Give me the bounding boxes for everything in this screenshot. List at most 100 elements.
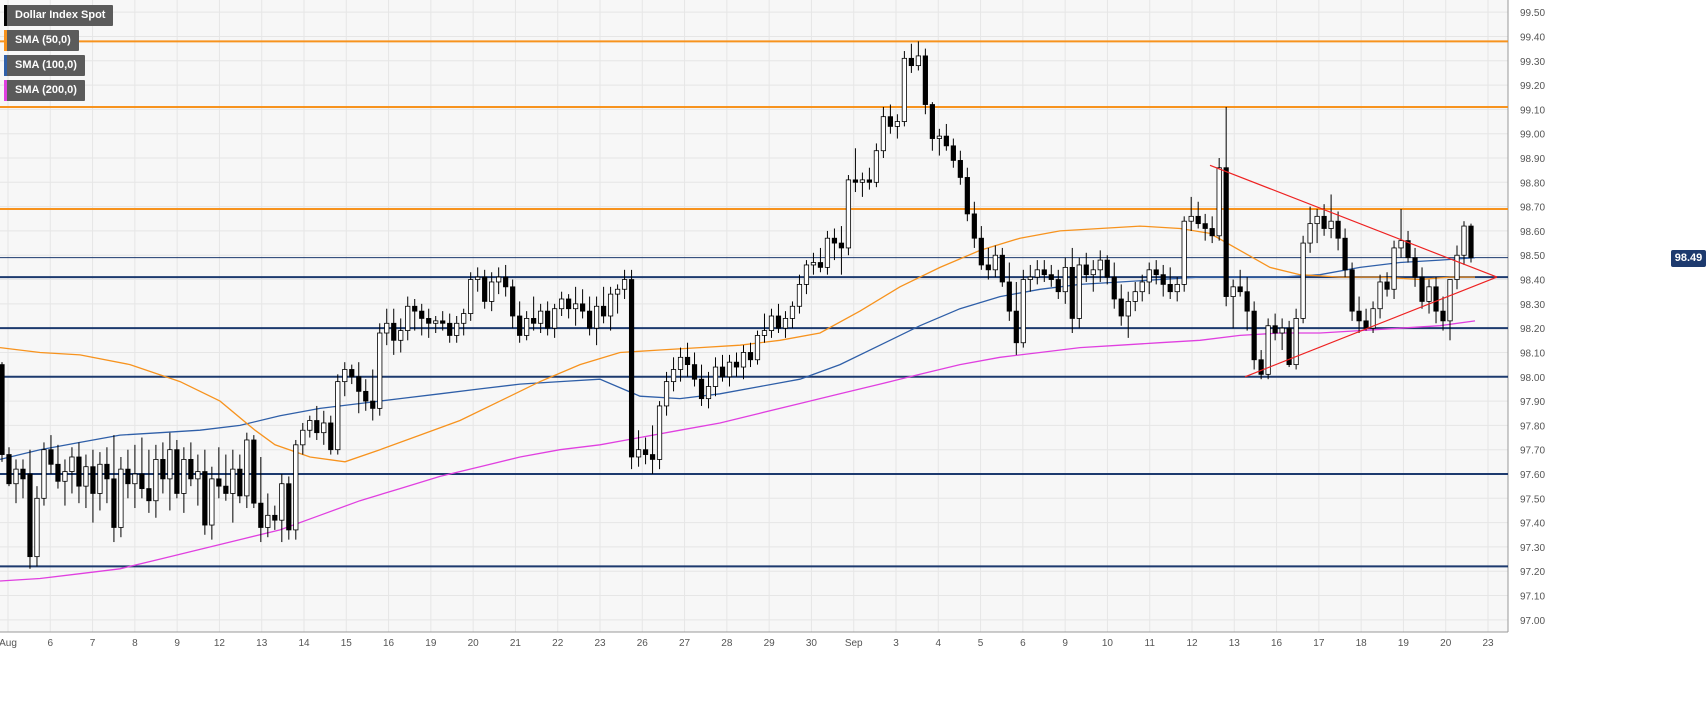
x-tick-label: 12 [214, 638, 226, 649]
candle-body-up [468, 279, 474, 314]
candle [447, 313, 453, 343]
candle [810, 252, 817, 275]
candle-body-down [1342, 237, 1348, 271]
candle [593, 296, 600, 346]
candle [412, 298, 418, 331]
candle [1055, 269, 1061, 299]
candle-body-down [684, 356, 691, 366]
candle-body-up [1230, 286, 1236, 297]
y-tick-label: 98.10 [1520, 348, 1545, 359]
candle-body-down [649, 454, 656, 460]
candle-body-down [929, 104, 935, 139]
y-tick-label: 97.10 [1520, 592, 1545, 603]
candle [265, 493, 271, 538]
candle [139, 437, 145, 499]
candle-body-up [405, 305, 411, 331]
candle [656, 401, 663, 470]
candle-body-down [1335, 220, 1341, 239]
candle-body-up [265, 514, 271, 528]
candle [76, 442, 82, 504]
candle-body-down [719, 366, 726, 378]
y-tick-label: 98.00 [1520, 373, 1545, 384]
candle [1209, 216, 1215, 244]
candle [768, 308, 775, 338]
candle-body-down [419, 310, 425, 319]
candle-body-up [41, 449, 47, 499]
candle [1097, 250, 1103, 282]
candle-body-up [62, 471, 68, 482]
candle [41, 442, 47, 506]
candle-body-down [775, 315, 782, 329]
candle [1006, 262, 1012, 321]
candle [1279, 318, 1285, 351]
candle-body-up [712, 366, 719, 387]
candle-body-up [573, 303, 579, 310]
candle [48, 435, 54, 474]
candle [426, 308, 432, 338]
candle-body-up [873, 150, 880, 183]
legend-item-sma100[interactable]: SMA (100,0) [4, 55, 85, 76]
candle [489, 272, 495, 312]
candle-body-up [810, 262, 817, 266]
candle-body-down [1412, 257, 1418, 278]
candle [1090, 260, 1096, 292]
candle [1265, 318, 1271, 380]
y-tick-label: 99.20 [1520, 81, 1545, 92]
candle [691, 352, 698, 387]
candle-body-down [698, 378, 705, 400]
y-tick-label: 97.60 [1520, 470, 1545, 481]
candle-body-down [985, 264, 991, 271]
candle-body-down [1209, 228, 1215, 237]
candle-body-up [384, 322, 390, 334]
candle [1167, 267, 1173, 299]
candle-body-down [747, 352, 754, 361]
candle [1244, 277, 1250, 331]
candle-body-down [412, 305, 418, 312]
candle [817, 247, 824, 273]
legend-item-sma50[interactable]: SMA (50,0) [4, 30, 79, 51]
x-tick-label: 7 [90, 638, 96, 649]
candle-body-down [1433, 286, 1439, 312]
candle [97, 452, 103, 511]
x-tick-label: 9 [1062, 638, 1068, 649]
candle [1251, 301, 1257, 370]
candle-body-up [593, 305, 600, 329]
candle-body-down [866, 179, 873, 183]
y-tick-label: 98.20 [1520, 324, 1545, 335]
candle-body-up [307, 420, 313, 431]
candle-body-down [1013, 310, 1019, 344]
candle [1461, 221, 1467, 265]
candle-body-down [733, 361, 740, 368]
candle [111, 435, 117, 543]
candle-body-up [901, 57, 907, 122]
candle [258, 456, 264, 543]
candle-body-down [188, 459, 194, 480]
candle [69, 447, 75, 494]
candle [838, 226, 845, 275]
legend-item-price[interactable]: Dollar Index Spot [4, 5, 114, 26]
legend-item-sma200[interactable]: SMA (200,0) [4, 80, 85, 101]
candle [1202, 213, 1208, 241]
candle [887, 104, 893, 134]
last-price-tag: 98.49 [1671, 249, 1706, 267]
x-tick-label: 22 [552, 638, 564, 649]
candle [1104, 255, 1110, 285]
candle [559, 291, 565, 316]
candle [936, 128, 942, 156]
candle [1307, 206, 1313, 253]
candle [1223, 106, 1229, 307]
candle-body-up [1454, 254, 1460, 280]
candle [377, 323, 383, 416]
candle-body-down [580, 303, 586, 312]
candle [971, 201, 977, 248]
y-tick-label: 98.90 [1520, 154, 1545, 165]
candle [824, 230, 831, 275]
candle [1272, 313, 1278, 341]
candle [1391, 240, 1397, 299]
candle-body-up [489, 281, 495, 302]
x-tick-label: 17 [1313, 638, 1325, 649]
candle-body-down [160, 459, 166, 480]
candle-body-up [293, 444, 299, 531]
candle [391, 308, 397, 355]
y-tick-label: 98.70 [1520, 203, 1545, 214]
